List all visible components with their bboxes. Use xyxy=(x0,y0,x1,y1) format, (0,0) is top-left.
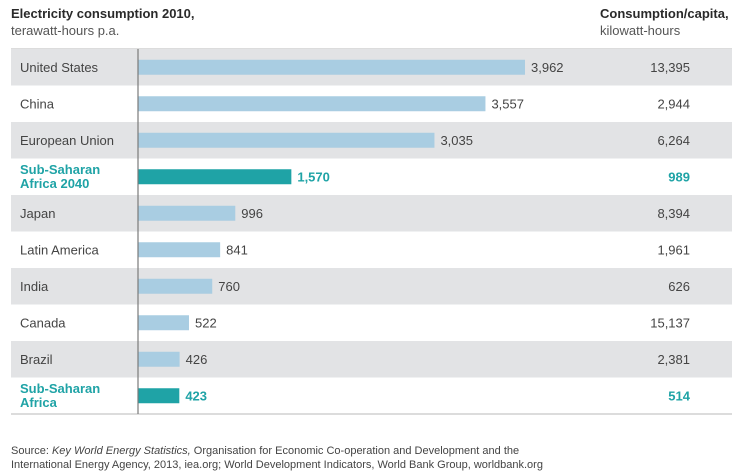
left-header: Electricity consumption 2010, terawatt-h… xyxy=(11,5,351,39)
bar xyxy=(138,351,180,367)
source-note: Source: Key World Energy Statistics, Org… xyxy=(11,444,731,472)
category-label: Canada xyxy=(20,315,66,330)
per-capita-label: 13,395 xyxy=(650,60,690,75)
category-label: European Union xyxy=(20,133,114,148)
bar xyxy=(138,278,213,294)
source-text-2: International Energy Agency, 2013, iea.o… xyxy=(11,459,543,471)
category-label: Sub-Saharan Africa 2040 xyxy=(20,162,100,191)
value-label: 996 xyxy=(241,206,263,221)
row-band xyxy=(11,341,732,378)
source-title: Key World Energy Statistics, xyxy=(51,445,191,457)
right-header: Consumption/capita, kilowatt-hours xyxy=(600,5,740,39)
row-band xyxy=(11,195,732,232)
chart-title: Electricity consumption 2010, xyxy=(11,6,195,21)
bar xyxy=(138,388,180,404)
value-label: 3,035 xyxy=(440,133,473,148)
value-label: 522 xyxy=(195,315,217,330)
category-label: Brazil xyxy=(20,352,53,367)
value-label: 841 xyxy=(226,242,248,257)
bar xyxy=(138,59,525,75)
value-label: 3,557 xyxy=(491,96,524,111)
bar xyxy=(138,96,486,112)
value-label: 423 xyxy=(185,388,207,403)
bar xyxy=(138,315,189,331)
per-capita-subtitle: kilowatt-hours xyxy=(600,23,681,38)
per-capita-label: 15,137 xyxy=(650,315,690,330)
bar xyxy=(138,205,236,221)
per-capita-title: Consumption/capita, xyxy=(600,6,729,21)
per-capita-label: 8,394 xyxy=(657,206,690,221)
bar xyxy=(138,169,292,185)
value-label: 3,962 xyxy=(531,60,564,75)
category-label: Japan xyxy=(20,206,55,221)
per-capita-label: 2,944 xyxy=(657,96,690,111)
per-capita-label: 626 xyxy=(668,279,690,294)
per-capita-label: 1,961 xyxy=(657,242,690,257)
bar xyxy=(138,132,435,148)
per-capita-label: 989 xyxy=(668,169,690,184)
category-label: United States xyxy=(20,60,99,75)
bar xyxy=(138,242,221,258)
category-label: Latin America xyxy=(20,242,100,257)
per-capita-label: 514 xyxy=(668,388,690,403)
per-capita-label: 2,381 xyxy=(657,352,690,367)
value-label: 426 xyxy=(186,352,208,367)
bar-chart: United States 3,962 13,395 China 3,557 2,944 E… xyxy=(11,48,732,415)
row-band xyxy=(11,268,732,305)
value-label: 1,570 xyxy=(297,169,330,184)
value-label: 760 xyxy=(218,279,240,294)
category-label: Sub-Saharan Africa xyxy=(20,381,100,410)
category-label: China xyxy=(20,96,55,111)
source-text-1: Organisation for Economic Co-operation a… xyxy=(190,445,520,457)
per-capita-label: 6,264 xyxy=(657,133,690,148)
category-label: India xyxy=(20,279,49,294)
chart-subtitle: terawatt-hours p.a. xyxy=(11,23,120,38)
source-prefix: Source: xyxy=(11,445,52,457)
